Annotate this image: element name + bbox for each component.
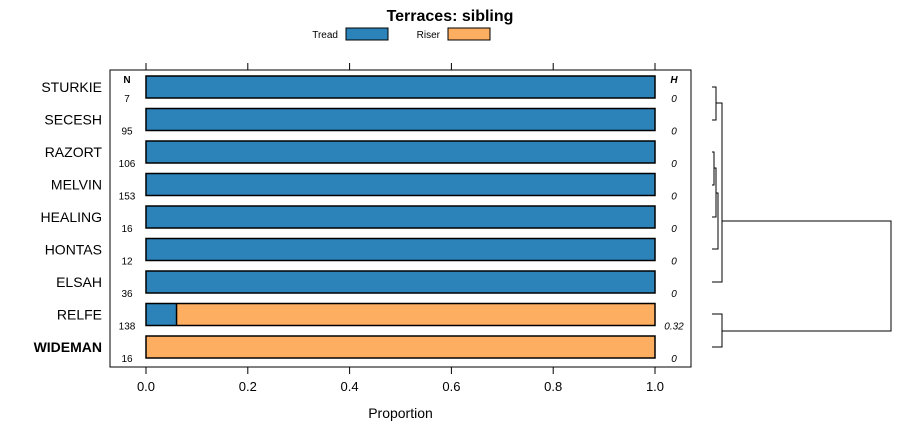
bar-tread (146, 206, 655, 228)
legend: Tread Riser (312, 27, 491, 41)
legend-swatch-tread (345, 27, 389, 41)
bar-outline (145, 107, 656, 132)
n-value: 16 (121, 354, 133, 365)
bar-tread (146, 238, 655, 261)
bar-outline (145, 172, 656, 197)
h-value: 0 (671, 159, 677, 170)
n-value: 12 (121, 257, 133, 268)
bar-riser (146, 336, 655, 358)
h-value: 0 (671, 94, 677, 105)
h-value: 0 (671, 192, 677, 203)
bar-tread (146, 141, 655, 163)
dendrogram (712, 86, 892, 348)
dendrogram-branch (712, 151, 715, 186)
dendrogram-branch (712, 313, 723, 348)
bar-outline (145, 302, 656, 327)
x-tick-label: 0.8 (544, 379, 562, 394)
bar-outline (145, 335, 656, 359)
category-label-hontas: HONTAS (45, 242, 102, 258)
bar-tread (146, 173, 655, 196)
category-label-melvin: MELVIN (51, 177, 102, 193)
chart-title: Terraces: sibling (387, 8, 514, 25)
n-value: 153 (119, 192, 136, 203)
h-column-header: H (670, 75, 678, 86)
legend-swatch-riser (447, 27, 491, 41)
h-value: 0 (671, 224, 677, 235)
h-value: 0 (671, 257, 677, 268)
dendrogram-branch (712, 192, 719, 250)
category-label-razort: RAZORT (45, 144, 103, 160)
n-value: 106 (119, 159, 136, 170)
h-value: 0.32 (664, 322, 684, 333)
bar-riser (176, 303, 656, 326)
bar-outline (145, 270, 656, 294)
n-value: 138 (119, 322, 136, 333)
n-value: 95 (121, 127, 133, 138)
x-axis: 0.0 0.2 0.4 0.6 0.8 1.0 (137, 63, 664, 394)
x-axis-label: Proportion (368, 405, 433, 421)
bar-tread (146, 271, 655, 293)
n-value: 7 (124, 94, 130, 105)
n-column-header: N (123, 75, 130, 86)
category-label-secesh: SECESH (44, 112, 102, 128)
x-tick-label: 0.6 (442, 379, 460, 394)
bar-tread (146, 76, 655, 98)
category-label-elsah: ELSAH (56, 274, 102, 290)
category-label-relfe: RELFE (57, 307, 102, 323)
category-label-sturkie: STURKIE (41, 79, 102, 95)
legend-label-riser: Riser (417, 30, 441, 41)
h-value: 0 (671, 354, 677, 365)
dendrogram-branch (712, 86, 717, 121)
x-tick-label: 1.0 (646, 379, 664, 394)
bar-tread (146, 303, 177, 326)
h-value: 0 (671, 289, 677, 300)
dendrogram-branch (722, 220, 892, 332)
n-value: 16 (121, 224, 133, 235)
bar-outline (145, 75, 656, 99)
n-value: 36 (121, 289, 133, 300)
h-value: 0 (671, 127, 677, 138)
bar-outline (145, 205, 656, 229)
dendrogram-branch (712, 102, 723, 283)
category-label-wideman: WIDEMAN (34, 339, 102, 355)
bar-tread (146, 108, 655, 131)
bar-outline (145, 140, 656, 164)
plot-frame (109, 69, 692, 368)
category-label-healing: HEALING (41, 209, 102, 225)
bar-outline (145, 237, 656, 262)
x-tick-label: 0.2 (239, 379, 257, 394)
legend-label-tread: Tread (312, 30, 338, 41)
x-tick-label: 0.4 (341, 379, 359, 394)
x-tick-label: 0.0 (137, 379, 155, 394)
